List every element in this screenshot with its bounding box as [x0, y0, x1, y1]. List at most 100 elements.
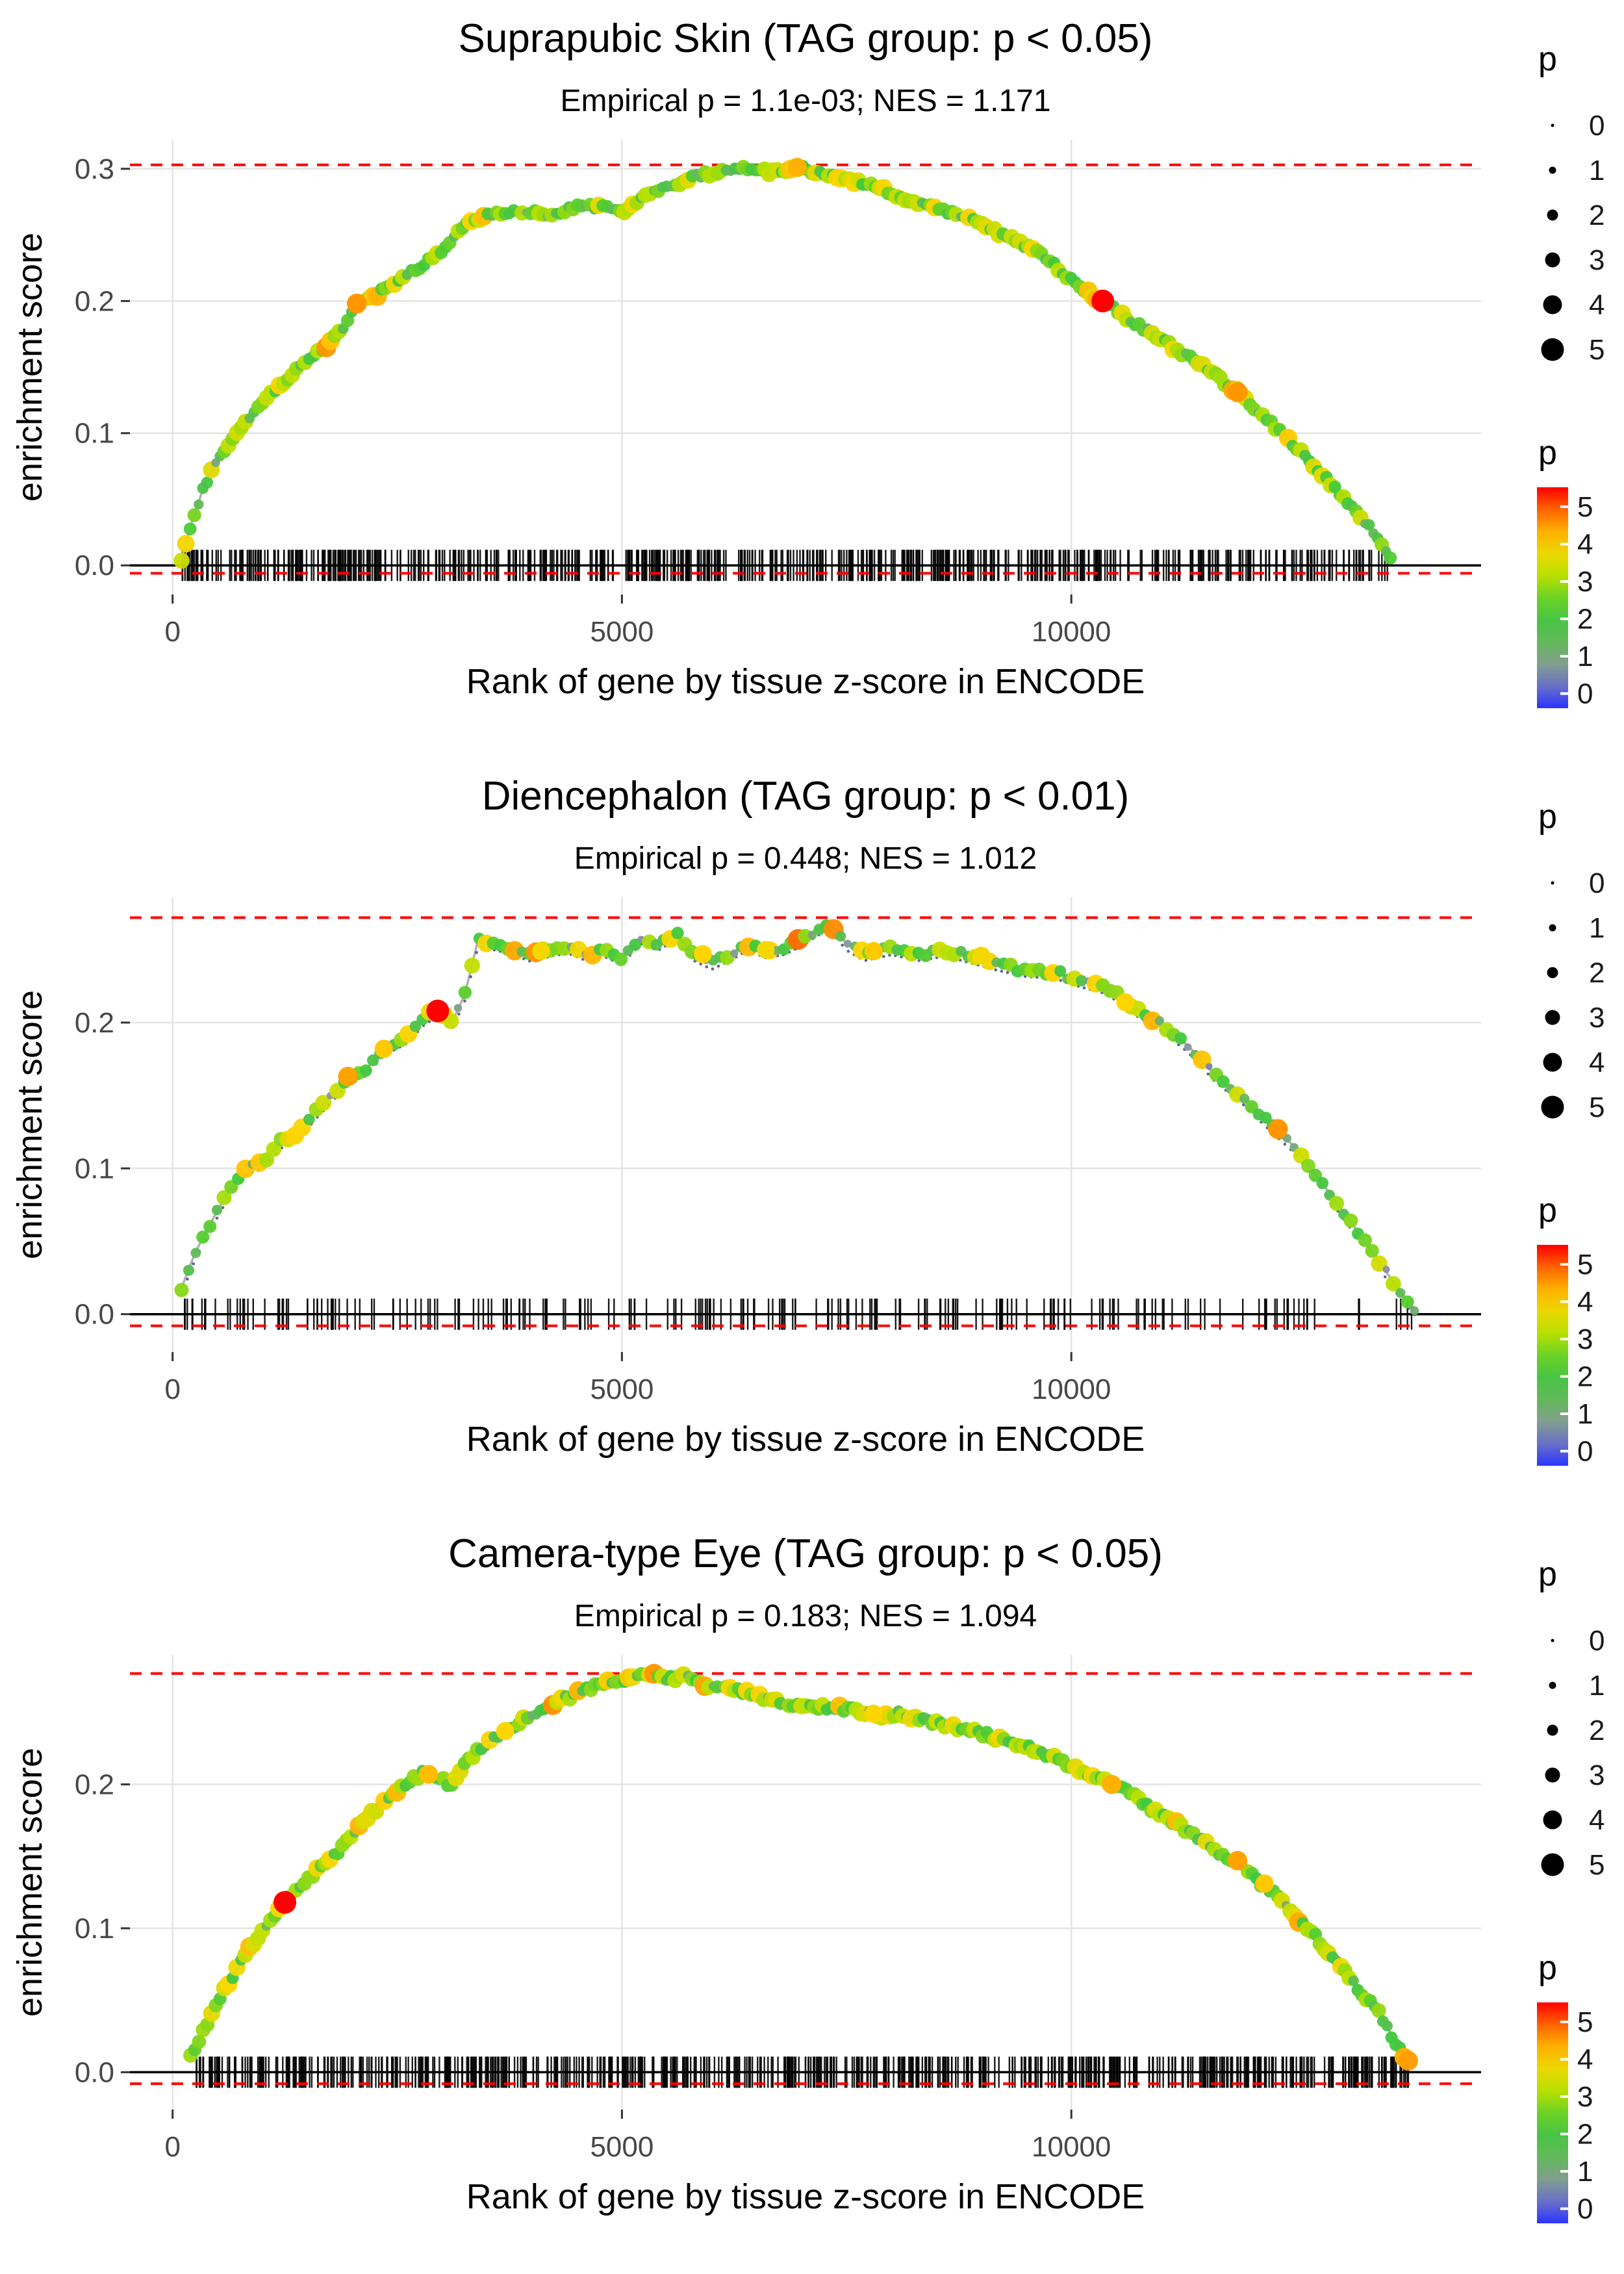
svg-text:3: 3 — [1589, 244, 1605, 276]
svg-text:10000: 10000 — [1032, 616, 1111, 648]
svg-text:0.1: 0.1 — [75, 1153, 114, 1184]
size-legend: p0 1 2 3 4 5 — [1538, 1555, 1605, 1881]
svg-text:4: 4 — [1589, 1804, 1605, 1836]
svg-text:2: 2 — [1577, 1361, 1593, 1393]
x-axis-label: Rank of gene by tissue z-score in ENCODE — [466, 662, 1145, 701]
highlight-dots — [347, 158, 1248, 402]
gene-dots — [183, 1663, 1418, 2071]
svg-text:4: 4 — [1589, 1047, 1605, 1079]
enrichment-curve-line — [180, 920, 1415, 1309]
svg-text:1: 1 — [1589, 912, 1605, 944]
under-dots — [180, 929, 1416, 1316]
svg-text:1: 1 — [1577, 641, 1593, 672]
size-legend: p0 1 2 3 4 5 — [1538, 798, 1605, 1123]
highlight-dots — [273, 1704, 1274, 1914]
max-es-dashed-line — [130, 916, 1481, 1327]
size-legend: p0 1 2 3 4 5 — [1538, 40, 1605, 366]
svg-text:10000: 10000 — [1032, 1373, 1111, 1405]
gene-dots — [174, 919, 1419, 1316]
svg-text:1: 1 — [1589, 1670, 1605, 1702]
gridlines — [130, 1655, 1481, 2110]
svg-text:0.0: 0.0 — [75, 550, 114, 581]
svg-text:5000: 5000 — [590, 2131, 653, 2163]
svg-text:3: 3 — [1577, 1323, 1593, 1355]
max-es-dashed-line — [130, 1672, 1481, 2086]
svg-text:1: 1 — [1577, 2156, 1593, 2188]
svg-text:2: 2 — [1589, 199, 1605, 231]
panel-diencephalon: Diencephalon (TAG group: p < 0.01) Empir… — [0, 758, 1624, 1515]
gene-dots — [173, 159, 1397, 569]
svg-text:4: 4 — [1589, 289, 1605, 321]
svg-text:10000: 10000 — [1032, 2131, 1111, 2163]
svg-text:0.0: 0.0 — [75, 1299, 114, 1331]
svg-text:5: 5 — [1577, 2006, 1593, 2038]
svg-text:3: 3 — [1577, 2081, 1593, 2113]
svg-text:p: p — [1538, 40, 1557, 78]
x-axis-label: Rank of gene by tissue z-score in ENCODE — [466, 1420, 1145, 1459]
panel-subtitle: Empirical p = 0.183; NES = 1.094 — [574, 1599, 1037, 1633]
panel-title: Camera-type Eye (TAG group: p < 0.05) — [448, 1531, 1163, 1576]
max-es-dashed-line — [130, 163, 1481, 575]
colorbar-legend: p5 4 3 2 1 0 — [1537, 1192, 1593, 1468]
svg-text:0.2: 0.2 — [75, 1769, 114, 1800]
svg-text:5000: 5000 — [590, 1373, 653, 1405]
svg-text:p: p — [1538, 1192, 1557, 1229]
svg-text:2: 2 — [1589, 957, 1605, 989]
colorbar-legend: p5 4 3 2 1 0 — [1537, 1949, 1593, 2225]
axis-ticks: 0 5000 10000 0.0 0.1 0.2 — [75, 1769, 1111, 2163]
svg-text:1: 1 — [1589, 155, 1605, 186]
colorbar-legend: p5 4 3 2 1 0 — [1537, 434, 1593, 710]
panel-title: Suprapubic Skin (TAG group: p < 0.05) — [458, 16, 1153, 61]
svg-text:3: 3 — [1577, 566, 1593, 598]
svg-text:2: 2 — [1589, 1715, 1605, 1746]
svg-text:3: 3 — [1589, 1759, 1605, 1791]
svg-text:0.2: 0.2 — [75, 285, 114, 317]
panel-suprapubic-skin: Suprapubic Skin (TAG group: p < 0.05) Em… — [0, 0, 1624, 758]
svg-text:0: 0 — [164, 616, 180, 648]
axis-ticks: 0 5000 10000 0.0 0.1 0.2 — [75, 1007, 1111, 1405]
svg-text:p: p — [1538, 798, 1557, 836]
svg-text:0: 0 — [164, 1373, 180, 1405]
svg-text:0.0: 0.0 — [75, 2056, 114, 2088]
svg-text:2: 2 — [1577, 2119, 1593, 2151]
svg-text:1: 1 — [1577, 1398, 1593, 1430]
axis-ticks: 0 5000 10000 0.0 0.1 0.2 0.3 — [75, 153, 1111, 648]
svg-text:4: 4 — [1577, 1286, 1593, 1318]
svg-text:5: 5 — [1589, 334, 1605, 366]
svg-text:0.3: 0.3 — [75, 153, 114, 185]
svg-text:0.1: 0.1 — [75, 418, 114, 450]
svg-text:5: 5 — [1589, 1092, 1605, 1123]
svg-text:0: 0 — [1577, 678, 1593, 710]
svg-text:5000: 5000 — [590, 616, 653, 648]
enrichment-curve-line — [189, 1674, 1410, 2065]
panel-subtitle: Empirical p = 1.1e-03; NES = 1.171 — [560, 84, 1051, 118]
svg-text:0: 0 — [1577, 1436, 1593, 1468]
svg-text:2: 2 — [1577, 604, 1593, 635]
svg-text:0: 0 — [164, 2131, 180, 2163]
svg-text:5: 5 — [1577, 1249, 1593, 1281]
svg-text:0.2: 0.2 — [75, 1007, 114, 1039]
x-axis-label: Rank of gene by tissue z-score in ENCODE — [466, 2177, 1145, 2216]
panel-subtitle: Empirical p = 0.448; NES = 1.012 — [574, 841, 1037, 876]
svg-text:p: p — [1538, 1949, 1557, 1987]
svg-text:p: p — [1538, 1555, 1557, 1593]
svg-text:3: 3 — [1589, 1002, 1605, 1034]
svg-text:5: 5 — [1589, 1849, 1605, 1881]
svg-text:0.1: 0.1 — [75, 1913, 114, 1945]
svg-text:4: 4 — [1577, 2044, 1593, 2076]
svg-text:5: 5 — [1577, 491, 1593, 523]
svg-text:0: 0 — [1589, 1625, 1605, 1657]
panel-title: Diencephalon (TAG group: p < 0.01) — [481, 774, 1130, 819]
svg-text:0: 0 — [1577, 2193, 1593, 2225]
svg-text:0: 0 — [1589, 867, 1605, 899]
svg-text:p: p — [1538, 434, 1557, 472]
highlight-dots — [338, 941, 1288, 1139]
gridlines — [130, 140, 1481, 594]
svg-text:4: 4 — [1577, 529, 1593, 561]
svg-text:0: 0 — [1589, 110, 1605, 142]
panel-camera-type-eye: Camera-type Eye (TAG group: p < 0.05) Em… — [0, 1515, 1624, 2273]
